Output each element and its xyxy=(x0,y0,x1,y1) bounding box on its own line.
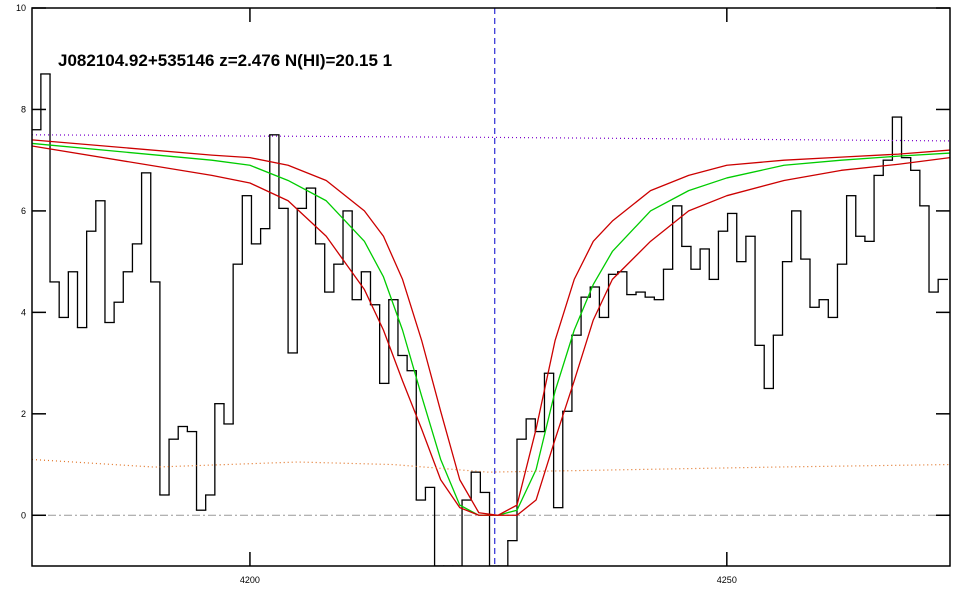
plot-area xyxy=(32,8,950,566)
x-tick-label: 4250 xyxy=(717,575,737,585)
plot-frame xyxy=(31,7,951,567)
y-tick-label: 8 xyxy=(21,104,26,114)
y-tick-label: 2 xyxy=(21,409,26,419)
model-line xyxy=(32,145,950,516)
y-tick-label: 6 xyxy=(21,206,26,216)
dotted-line xyxy=(32,134,950,142)
model-line xyxy=(32,142,950,516)
chart-title: J082104.92+535146 z=2.476 N(HI)=20.15 1 xyxy=(58,51,392,70)
y-tick-label: 4 xyxy=(21,307,26,317)
x-tick-label: 4200 xyxy=(240,575,260,585)
model-line xyxy=(32,139,950,516)
y-tick-label: 10 xyxy=(16,3,26,13)
y-tick-label: 0 xyxy=(21,510,26,520)
